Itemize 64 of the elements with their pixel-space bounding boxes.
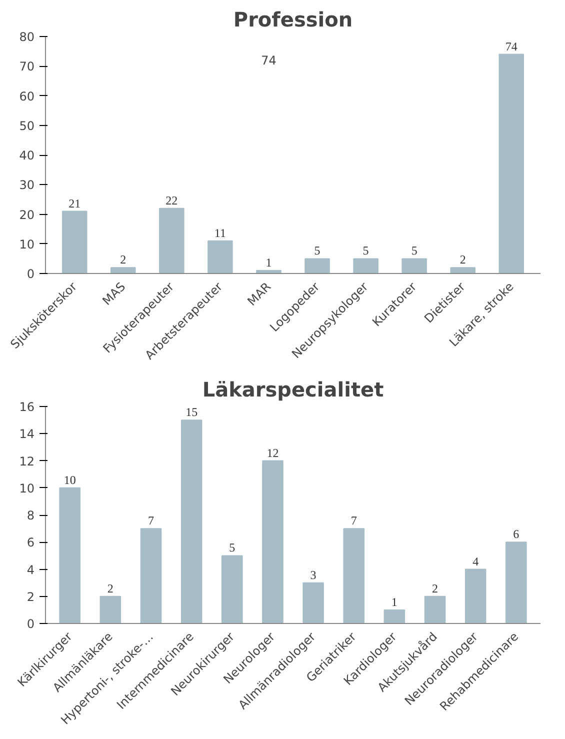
y-tick-label: 70 xyxy=(19,60,35,74)
data-label: 7 xyxy=(350,514,357,528)
data-label: 2 xyxy=(120,252,126,267)
data-label: 5 xyxy=(362,244,369,258)
y-tick-label: 10 xyxy=(19,237,35,252)
bar xyxy=(59,487,80,624)
chart-title: Läkarspecialitet xyxy=(202,378,384,402)
data-label: 2 xyxy=(460,252,466,267)
y-tick-label: 2 xyxy=(26,590,35,604)
bar xyxy=(62,210,88,274)
bar xyxy=(464,568,486,624)
y-tick-label: 14 xyxy=(19,427,35,442)
y-tick-label: 4 xyxy=(26,562,35,577)
bar xyxy=(384,609,406,624)
data-label: 74 xyxy=(505,39,518,54)
data-label: 7 xyxy=(148,514,154,528)
y-tick-label: 80 xyxy=(19,30,35,44)
bar xyxy=(304,258,330,274)
data-label: 6 xyxy=(513,527,520,542)
bar xyxy=(302,582,324,624)
bar xyxy=(140,528,162,624)
y-tick-label: 0 xyxy=(26,617,35,631)
data-label: 5 xyxy=(229,540,236,555)
y-tick-label: 60 xyxy=(19,89,35,104)
y-tick-label: 8 xyxy=(26,508,35,522)
bar xyxy=(402,258,427,274)
bar xyxy=(450,267,476,274)
data-label: 12 xyxy=(266,446,279,460)
bar xyxy=(498,54,524,274)
bar xyxy=(180,420,202,624)
y-tick-label: 30 xyxy=(19,178,35,192)
bar xyxy=(159,208,184,274)
bar xyxy=(506,542,527,624)
data-label: 15 xyxy=(186,405,198,420)
data-label: 21 xyxy=(68,196,81,210)
bar xyxy=(221,555,243,624)
data-label: 10 xyxy=(64,472,76,487)
data-label: 5 xyxy=(314,244,320,258)
annotation: 74 xyxy=(261,53,276,68)
bar xyxy=(100,596,122,624)
data-label: 1 xyxy=(266,256,272,270)
y-tick-label: 10 xyxy=(19,481,35,496)
data-label: 5 xyxy=(411,244,418,258)
bar xyxy=(424,596,446,624)
bar xyxy=(110,267,136,274)
y-tick-label: 20 xyxy=(19,208,35,222)
y-tick-label: 12 xyxy=(19,454,35,468)
y-tick-label: 0 xyxy=(26,267,35,281)
bar xyxy=(353,258,378,274)
data-label: 4 xyxy=(472,554,479,568)
bar xyxy=(262,460,284,624)
data-label: 11 xyxy=(214,226,226,240)
y-tick-label: 16 xyxy=(19,400,35,414)
bar xyxy=(343,528,365,624)
chart-title: Profession xyxy=(233,8,353,32)
bar xyxy=(208,240,233,274)
y-tick-label: 40 xyxy=(19,148,35,162)
data-label: 2 xyxy=(107,581,114,596)
data-label: 22 xyxy=(166,193,178,208)
data-label: 1 xyxy=(391,594,398,609)
data-label: 2 xyxy=(432,581,438,596)
data-label: 3 xyxy=(310,568,316,582)
y-tick-label: 6 xyxy=(26,536,35,550)
y-tick-label: 50 xyxy=(19,118,35,133)
